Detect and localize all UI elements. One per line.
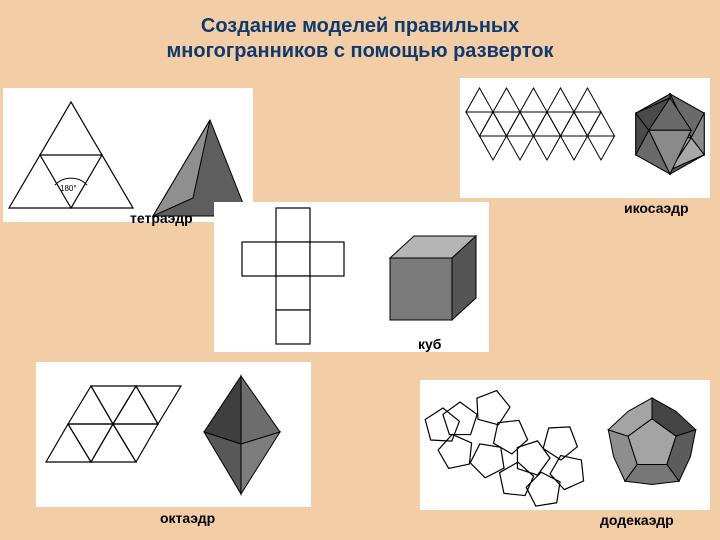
panel-cube [214, 202, 489, 352]
panel-icosahedron [460, 78, 710, 198]
title-line2: многогранников с помощью разверток [167, 40, 554, 62]
dodeca-figure [420, 380, 710, 510]
label-dodecahedron: додекаэдр [600, 512, 674, 528]
dodeca-net [425, 391, 583, 506]
octa-net [46, 386, 181, 462]
cube-net [242, 208, 344, 344]
icosa-solid [636, 94, 704, 174]
label-tetrahedron: тетраэдр [130, 210, 193, 226]
dodeca-solid [608, 398, 695, 484]
angle-label: 180° [60, 184, 77, 193]
title-line1: Создание моделей правильных [201, 15, 519, 37]
panel-dodecahedron [420, 380, 710, 510]
icosa-net [466, 88, 615, 160]
octa-solid [204, 376, 280, 494]
panel-octahedron [36, 362, 311, 507]
page-title: Создание моделей правильных многогранник… [0, 14, 720, 64]
cube-figure [214, 202, 489, 352]
label-icosahedron: икосаэдр [624, 200, 689, 216]
label-cube: куб [418, 336, 441, 352]
icosa-figure [460, 78, 710, 198]
cube-solid [390, 236, 476, 320]
octa-figure [36, 362, 311, 507]
label-octahedron: октаэдр [160, 510, 215, 526]
